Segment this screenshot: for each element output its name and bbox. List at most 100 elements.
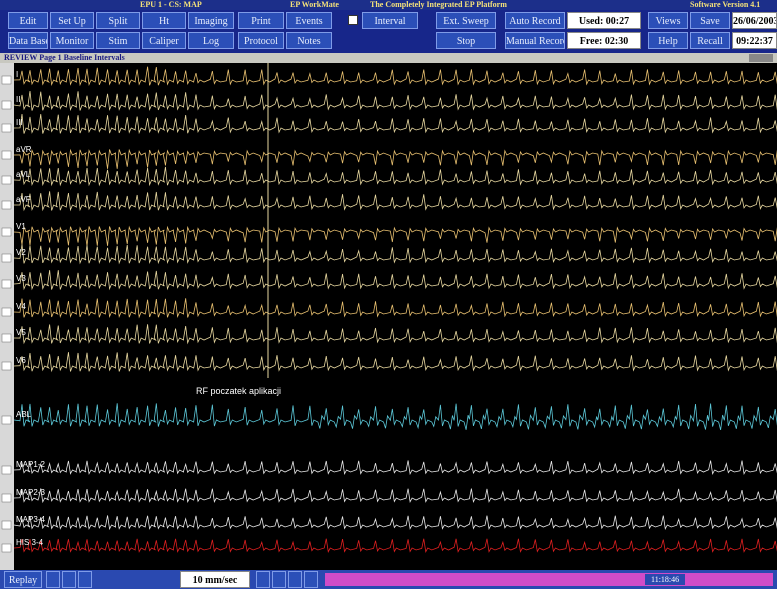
trace [13, 148, 777, 169]
tool-button[interactable] [256, 571, 270, 588]
title-bar: EPU 1 - CS: MAP EP WorkMate The Complete… [0, 0, 777, 10]
channel-marker [1, 253, 12, 263]
timeline[interactable]: 11:18:46 [325, 573, 773, 586]
toolbar-button[interactable]: Help [648, 32, 688, 49]
tool-button[interactable] [304, 571, 318, 588]
title-center: EP WorkMate [290, 0, 339, 9]
toolbar-button[interactable]: Set Up [50, 12, 94, 29]
channel-label: ABL [16, 410, 32, 419]
channel-marker [1, 415, 12, 425]
title-left: EPU 1 - CS: MAP [140, 0, 202, 9]
toolbar-button[interactable]: Protocol [238, 32, 284, 49]
channel-marker [1, 279, 12, 289]
trace [13, 324, 777, 345]
trace [13, 191, 777, 212]
channel-label: III [16, 118, 23, 127]
toolbar-button[interactable]: Save [690, 12, 730, 29]
trace [13, 460, 777, 476]
toolbar-button[interactable]: Log [188, 32, 234, 49]
channel-label: II [16, 95, 20, 104]
tool-button[interactable] [288, 571, 302, 588]
channel-marker [1, 123, 12, 133]
trace [13, 66, 777, 87]
channel-marker [1, 307, 12, 317]
window-controls[interactable] [749, 54, 773, 62]
tool-button[interactable] [272, 571, 286, 588]
channel-label: MAP1-2 [16, 460, 45, 469]
toolbar-button[interactable]: Events [286, 12, 332, 29]
title-right: Software Version 4.1 [690, 0, 761, 9]
interval-checkbox[interactable] [348, 15, 358, 25]
info-display: 26/06/2003 [732, 12, 777, 29]
channel-marker [1, 100, 12, 110]
channel-label: HIS 3-4 [16, 538, 44, 547]
channel-marker [1, 493, 12, 503]
toolbar-button[interactable]: Ht [142, 12, 186, 29]
trace [13, 538, 777, 553]
channel-label: V4 [16, 302, 26, 311]
toolbar-button[interactable]: Data Base [8, 32, 48, 49]
toolbar-button[interactable]: Views [648, 12, 688, 29]
trace [13, 90, 777, 112]
tool-button[interactable] [62, 571, 76, 588]
channel-label: MAP3-4 [16, 515, 45, 524]
trace [13, 298, 777, 319]
trace [13, 352, 777, 373]
channel-marker [1, 175, 12, 185]
channel-marker [1, 75, 12, 85]
toolbar-button[interactable]: Ext. Sweep [436, 12, 496, 29]
channel-label: V3 [16, 274, 26, 283]
channel-marker [1, 227, 12, 237]
channel-label: V1 [16, 222, 26, 231]
channel-label: aVR [16, 145, 32, 154]
toolbar-button[interactable]: Interval [362, 12, 418, 29]
channel-marker [1, 520, 12, 530]
channel-marker [1, 465, 12, 475]
toolbar-button[interactable]: Stim [96, 32, 140, 49]
channel-strip [0, 63, 14, 570]
replay-button[interactable]: Replay [4, 571, 42, 588]
toolbar-button[interactable]: Imaging [188, 12, 234, 29]
trace [13, 515, 777, 531]
time-display: 11:18:46 [645, 574, 686, 585]
info-display: 09:22:37 [732, 32, 777, 49]
info-display: Free: 02:30 [567, 32, 641, 49]
trace-area: IIIIIIaVRaVLaVFV1V2V3V4V5V6ABLMAP1-2MAP2… [0, 63, 777, 570]
trace [13, 225, 777, 246]
channel-marker [1, 200, 12, 210]
channel-label: I [16, 70, 18, 79]
trace [13, 403, 777, 431]
channel-label: MAP2-3 [16, 488, 45, 497]
toolbar-button[interactable]: Manual Record [505, 32, 565, 49]
channel-marker [1, 543, 12, 553]
tool-button[interactable] [78, 571, 92, 588]
toolbar-button[interactable]: Stop [436, 32, 496, 49]
toolbar-button[interactable]: Recall [690, 32, 730, 49]
trace [13, 113, 777, 135]
toolbar-button[interactable]: Print [238, 12, 284, 29]
toolbar-button[interactable]: Split [96, 12, 140, 29]
panel-title: REVIEW Page 1 Baseline Intervals [4, 53, 125, 62]
panel-header: REVIEW Page 1 Baseline Intervals [0, 53, 777, 63]
tool-button[interactable] [46, 571, 60, 588]
channel-marker [1, 333, 12, 343]
status-bar: Replay 10 mm/sec 11:18:46 [0, 570, 777, 589]
channel-marker [1, 361, 12, 371]
toolbar-button[interactable]: Monitor [50, 32, 94, 49]
trace [13, 488, 777, 504]
trace [13, 244, 777, 265]
annotation: RF poczatek aplikacji [196, 386, 281, 396]
info-display: Used: 00:27 [567, 12, 641, 29]
channel-label: V2 [16, 248, 26, 257]
toolbar-button[interactable]: Notes [286, 32, 332, 49]
toolbar-button[interactable]: Auto Record [505, 12, 565, 29]
channel-label: aVF [16, 195, 31, 204]
toolbar-button[interactable]: Caliper [142, 32, 186, 49]
toolbar: Edit Set Up Split Ht Imaging Print Events Inter… [0, 10, 777, 53]
channel-label: V6 [16, 356, 26, 365]
toolbar-button[interactable]: Edit [8, 12, 48, 29]
title-subtitle: The Completely Integrated EP Platform [370, 0, 507, 9]
channel-label: V5 [16, 328, 26, 337]
trace [13, 270, 777, 291]
